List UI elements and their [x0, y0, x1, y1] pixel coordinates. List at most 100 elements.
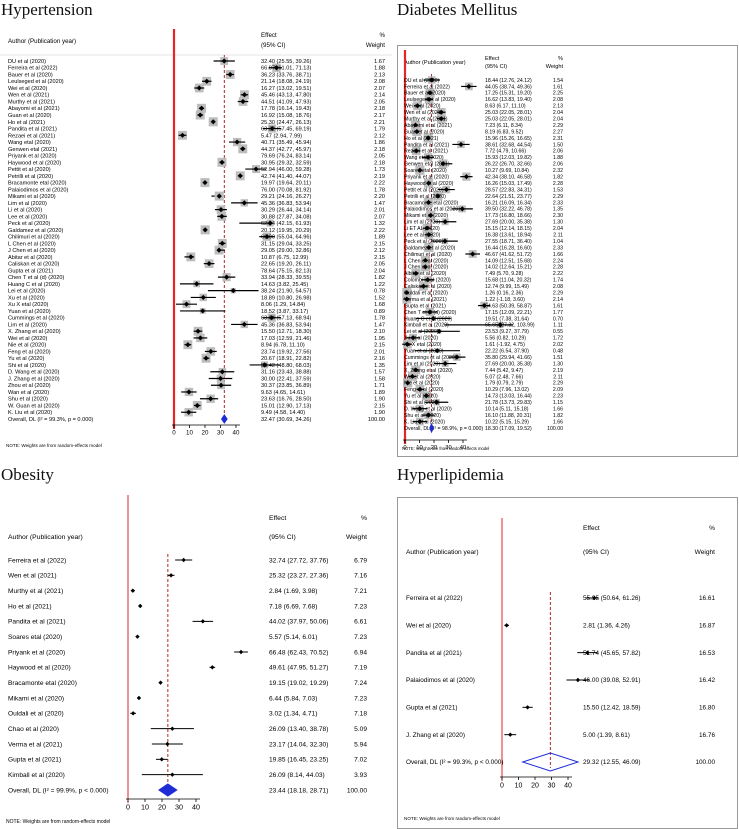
study-point [179, 132, 186, 138]
study-label: Priyank et al (2020) [8, 154, 57, 160]
study-weight-text: 7.24 [354, 680, 367, 687]
study-ci-text: 22.22 (6.54, 37.90) [485, 348, 529, 354]
study-point [433, 399, 440, 405]
study-point [237, 173, 243, 179]
study-weight-text: 2.32 [553, 168, 563, 174]
study-ci-text: 16.38 (13.61, 18.94) [485, 232, 532, 238]
study-label: D. Wang et al (2020) [8, 370, 60, 376]
study-label: Lei et al (2020) [404, 329, 439, 335]
title-hyperlipidemia: Hyperlipidemia [397, 465, 504, 484]
study-label: Gupta et al (2021) [404, 303, 446, 309]
study-point [241, 92, 248, 98]
study-weight-text: 2.23 [553, 394, 563, 400]
study-label: Ho et al (2021) [8, 120, 45, 126]
header-ci: (95% CI) [485, 64, 507, 70]
study-weight-text: 3.93 [354, 772, 367, 779]
study-label: DU et al (2020) [404, 78, 439, 84]
study-weight-text: 1.50 [553, 142, 563, 148]
study-weight-text: 2.01 [374, 208, 385, 214]
study-point [227, 71, 233, 78]
study-point [200, 619, 206, 624]
study-point [195, 328, 201, 334]
header-pct: % [379, 32, 385, 39]
x-tick-label: 10 [416, 445, 422, 451]
study-label: Gupta et al (2021) [8, 268, 53, 274]
plot-area [175, 57, 282, 417]
study-ci-text: 23.74 (19.92, 27.56) [261, 349, 312, 355]
study-ci-text: 44.51 (41.09, 47.93) [261, 99, 312, 105]
study-ci-text: 25.30 (24.47, 26.13) [261, 120, 312, 126]
study-label: Lim et al (2020) [404, 361, 440, 367]
study-ci-text: 2.84 (1.69, 3.98) [269, 588, 317, 595]
study-label: Guan et al (2020) [8, 113, 52, 119]
study-ci-text: 32.40 (25.55, 39.26) [261, 59, 312, 65]
study-ci-text: 7.49 (5.70, 9.28) [485, 271, 523, 277]
study-label: Ferreira et al (2022) [8, 557, 66, 564]
study-point [404, 380, 411, 386]
study-point [435, 193, 441, 199]
study-weight-text: 1.77 [553, 310, 563, 316]
study-ci-text: 40.71 (35.49, 45.94) [261, 140, 312, 146]
study-ci-text: 19.15 (19.02, 19.29) [269, 680, 328, 687]
study-point [417, 406, 423, 412]
study-weight-text: 2.05 [374, 154, 385, 160]
study-point [181, 557, 186, 563]
title-obesity: Obesity [1, 465, 54, 484]
study-label: Wei et al (2020) [8, 86, 48, 92]
study-point [425, 412, 431, 418]
study-weight-text: 1.68 [374, 302, 385, 308]
study-ci-text: 19.85 (16.45, 23.25) [269, 757, 328, 764]
study-weight-text: 6.61 [354, 619, 367, 626]
overall-ci-text: 29.32 (12.55, 46.09) [583, 759, 641, 766]
study-ci-text: 8.06 (1.29, 14.84) [261, 302, 305, 308]
study-weight-text: 1.67 [374, 59, 385, 65]
study-ci-text: 10.22 (5.15, 15.29) [485, 419, 529, 425]
study-point [208, 396, 214, 402]
study-point [183, 301, 190, 307]
study-ci-text: 7.72 (4.79, 10.66) [485, 149, 526, 155]
study-weight-text: 1.74 [553, 278, 563, 284]
study-weight-text: 7.21 [354, 588, 367, 595]
study-weight-text: 2.18 [374, 147, 385, 153]
study-label: Xu X etal (2020) [8, 302, 49, 308]
study-point [186, 389, 192, 395]
study-weight-text: 1.04 [553, 239, 563, 245]
study-label: Peck et al (2020) [404, 239, 443, 245]
study-label: Kimball et al (2020) [404, 323, 449, 329]
study-weight-text: 2.12 [374, 133, 385, 139]
study-weight-text: 2.29 [553, 290, 563, 296]
study-ci-text: 19.51 (7.38, 31.64) [485, 316, 529, 322]
study-weight-text: 1.47 [374, 322, 385, 328]
overall-diamond [521, 752, 580, 772]
study-label: Cummings et al (2020) [8, 316, 65, 322]
study-weight-text: 1.66 [553, 252, 563, 258]
study-ci-text: 58.42 (48.80, 68.03) [261, 363, 312, 369]
study-weight-text: 2.33 [553, 200, 563, 206]
study-weight-text: 7.23 [354, 634, 367, 641]
study-label: Ho et al (2021) [8, 603, 52, 610]
study-weight-text: 1.66 [553, 419, 563, 425]
study-point [198, 105, 205, 111]
study-ci-text: 26.09 (13.40, 38.78) [269, 726, 328, 733]
study-ci-text: 20.12 (19.95, 20.29) [261, 228, 312, 234]
study-label: Huang C et al (2020) [8, 282, 60, 288]
study-label: Shi et al (2020) [404, 400, 439, 406]
study-weight-text: 2.10 [374, 329, 385, 335]
study-label: Abayomi et al (2021) [8, 106, 60, 112]
study-label: Yuan et al (2020) [8, 309, 51, 315]
study-label: Ferreira et al (2022) [8, 66, 58, 72]
study-point [217, 375, 224, 382]
study-weight-text: 7.18 [354, 711, 367, 718]
study-ci-text: 5.47 (2.94, 7.99) [261, 133, 302, 139]
x-tick-label: 30 [175, 803, 183, 812]
study-label: D. Wang et al (2020) [404, 406, 452, 412]
study-ci-text: 29.05 (29.00, 32.86) [261, 248, 312, 254]
study-weight-text: 2.22 [553, 271, 563, 277]
study-weight-text: 2.04 [553, 226, 563, 232]
study-ci-text: 31.16 (23.43, 38.88) [261, 370, 312, 376]
study-point [425, 135, 431, 141]
study-ci-text: 27.55 (18.71, 36.40) [485, 239, 532, 245]
overall-weight-text: 100.00 [368, 417, 385, 423]
study-label: Lim et al (2020) [404, 220, 440, 226]
study-label: Caliskan et al (2020) [8, 262, 59, 268]
